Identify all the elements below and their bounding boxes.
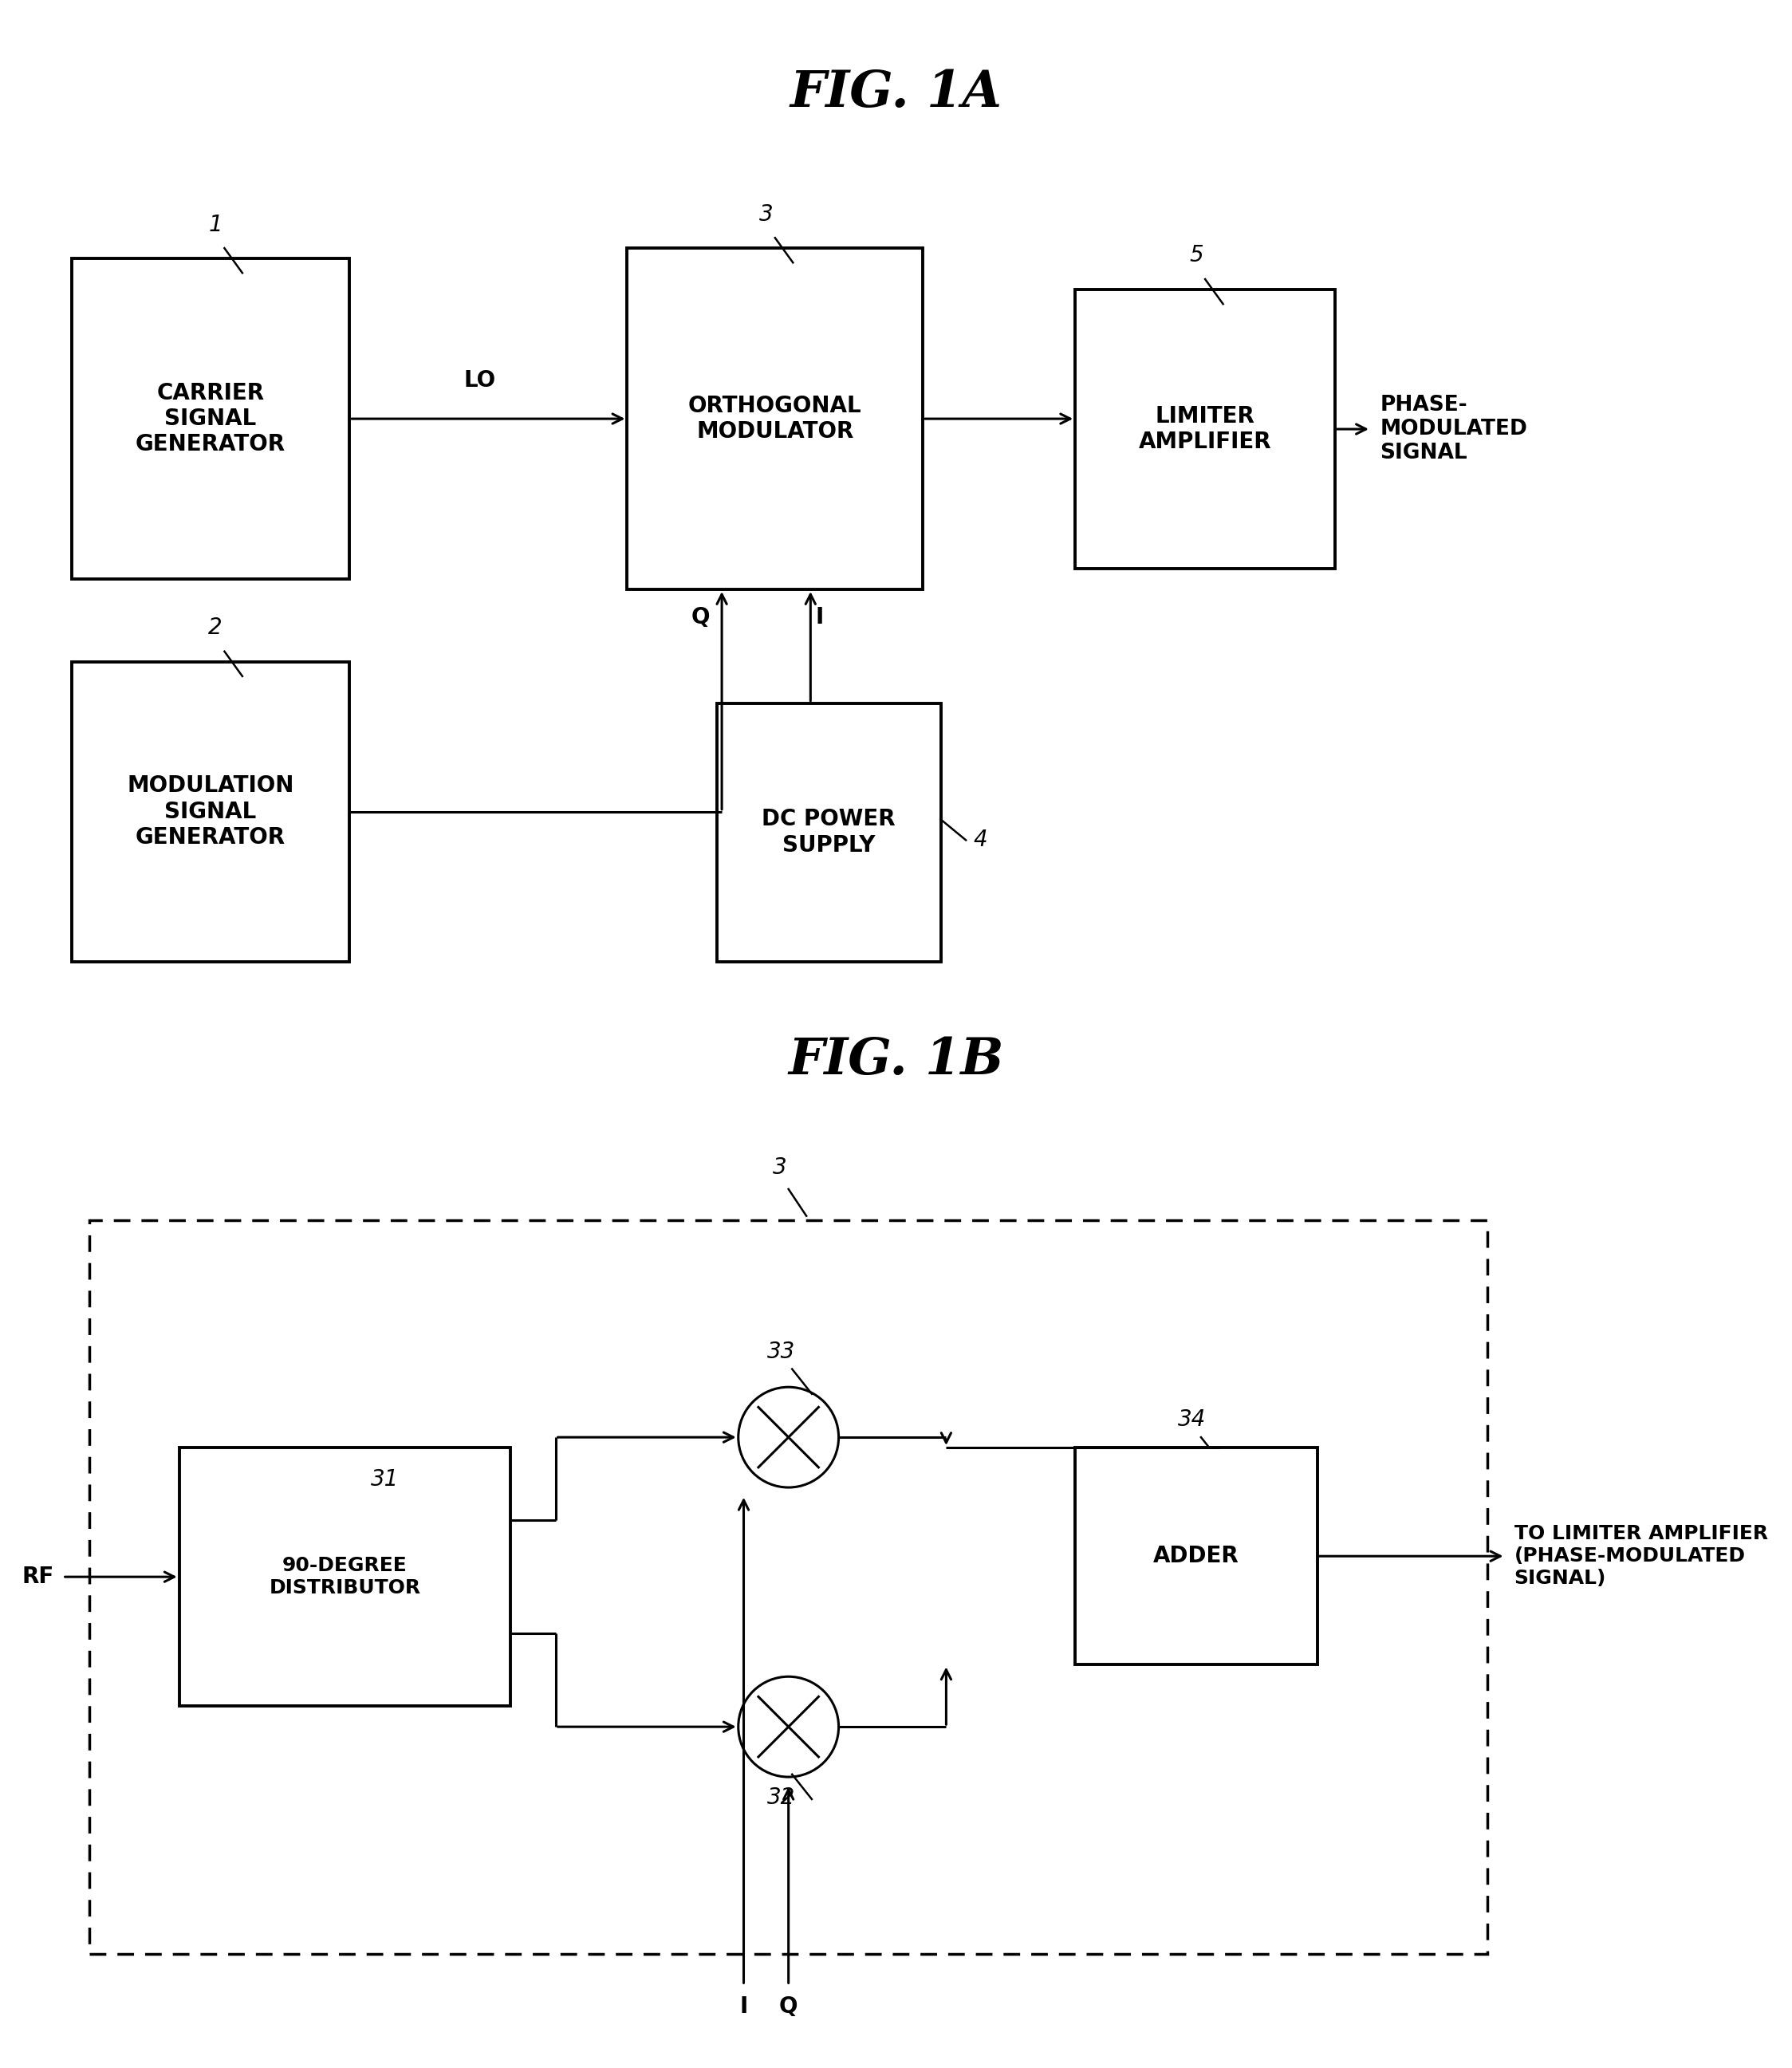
Text: Q: Q xyxy=(780,1996,797,2018)
Bar xyxy=(90,1220,1487,1954)
Bar xyxy=(72,662,349,962)
Text: ADDER: ADDER xyxy=(1154,1545,1238,1568)
Text: FIG. 1B: FIG. 1B xyxy=(788,1036,1004,1086)
Text: 32: 32 xyxy=(767,1787,796,1810)
Text: PHASE-
MODULATED
SIGNAL: PHASE- MODULATED SIGNAL xyxy=(1380,395,1527,463)
Text: Q: Q xyxy=(692,606,710,629)
Bar xyxy=(717,703,941,962)
Text: 33: 33 xyxy=(767,1340,796,1363)
Bar xyxy=(1075,1448,1317,1665)
Text: 90-DEGREE
DISTRIBUTOR: 90-DEGREE DISTRIBUTOR xyxy=(269,1557,421,1596)
Text: 34: 34 xyxy=(1177,1408,1206,1431)
Text: 2: 2 xyxy=(208,616,222,639)
Text: RF: RF xyxy=(22,1565,54,1588)
Text: MODULATION
SIGNAL
GENERATOR: MODULATION SIGNAL GENERATOR xyxy=(127,776,294,848)
Text: LO: LO xyxy=(464,370,495,393)
Text: 3: 3 xyxy=(760,203,772,225)
Text: I: I xyxy=(740,1996,747,2018)
Text: ORTHOGONAL
MODULATOR: ORTHOGONAL MODULATOR xyxy=(688,395,862,443)
Text: LIMITER
AMPLIFIER: LIMITER AMPLIFIER xyxy=(1138,405,1272,453)
Bar xyxy=(72,258,349,579)
Bar xyxy=(179,1448,511,1706)
Text: CARRIER
SIGNAL
GENERATOR: CARRIER SIGNAL GENERATOR xyxy=(136,383,285,455)
Text: 5: 5 xyxy=(1190,244,1202,267)
Text: 4: 4 xyxy=(973,829,987,852)
Text: 3: 3 xyxy=(772,1156,787,1179)
Text: 31: 31 xyxy=(371,1468,400,1491)
Text: TO LIMITER AMPLIFIER
(PHASE-MODULATED
SIGNAL): TO LIMITER AMPLIFIER (PHASE-MODULATED SI… xyxy=(1514,1524,1769,1588)
Text: FIG. 1A: FIG. 1A xyxy=(790,68,1002,118)
Text: I: I xyxy=(815,606,824,629)
Text: 1: 1 xyxy=(208,213,222,236)
Text: DC POWER
SUPPLY: DC POWER SUPPLY xyxy=(762,809,896,856)
Bar xyxy=(627,248,923,589)
Bar xyxy=(1075,290,1335,569)
